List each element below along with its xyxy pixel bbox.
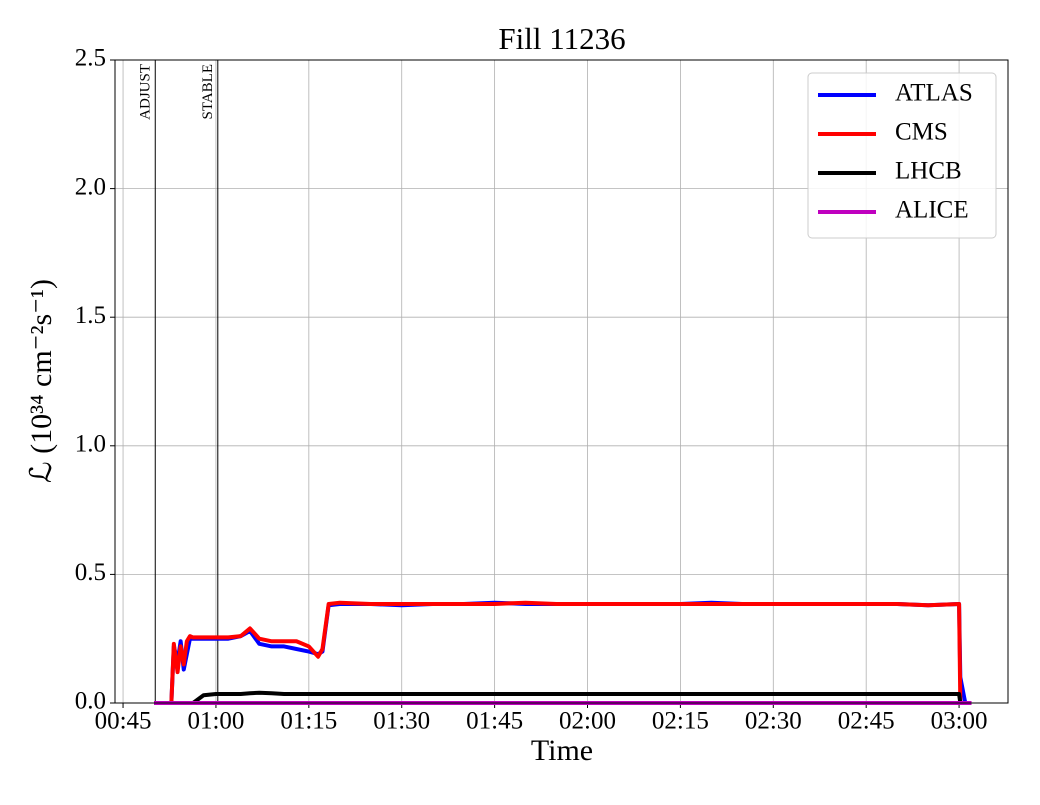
x-tick-label: 02:15	[652, 708, 709, 735]
series-line	[154, 600, 972, 705]
x-tick-label: 01:45	[466, 708, 523, 735]
x-tick-label: 00:45	[95, 708, 152, 735]
plot-frame	[114, 59, 1009, 704]
x-tick-label: 01:15	[280, 708, 337, 735]
x-tick-label: 02:00	[559, 708, 616, 735]
x-tick-label: 02:30	[745, 708, 802, 735]
y-axis-label: ℒ (10³⁴ cm⁻²s⁻¹)	[25, 279, 58, 483]
y-tick-label: 0.0	[75, 688, 106, 715]
y-tick-label: 2.5	[75, 45, 106, 72]
legend-label: LHCB	[895, 158, 962, 185]
legend-label: ATLAS	[895, 80, 973, 107]
y-tick-label: 2.0	[75, 173, 106, 200]
x-tick-label: 01:00	[187, 708, 244, 735]
y-tick-label: 1.0	[75, 431, 106, 458]
x-tick-label: 03:00	[931, 708, 988, 735]
chart-title: Fill 11236	[498, 21, 625, 56]
y-tick-label: 1.5	[75, 302, 106, 329]
legend-label: CMS	[895, 119, 948, 146]
legend-label: ALICE	[895, 197, 969, 224]
y-tick-label: 0.5	[75, 559, 106, 586]
phase-label: ADJUST	[138, 64, 154, 120]
x-axis-label: Time	[531, 734, 593, 767]
legend-box	[807, 72, 997, 239]
x-tick-label: 01:30	[373, 708, 430, 735]
x-tick-label: 02:45	[838, 708, 895, 735]
phase-label: STABLE	[200, 64, 216, 119]
series-line	[154, 600, 972, 705]
